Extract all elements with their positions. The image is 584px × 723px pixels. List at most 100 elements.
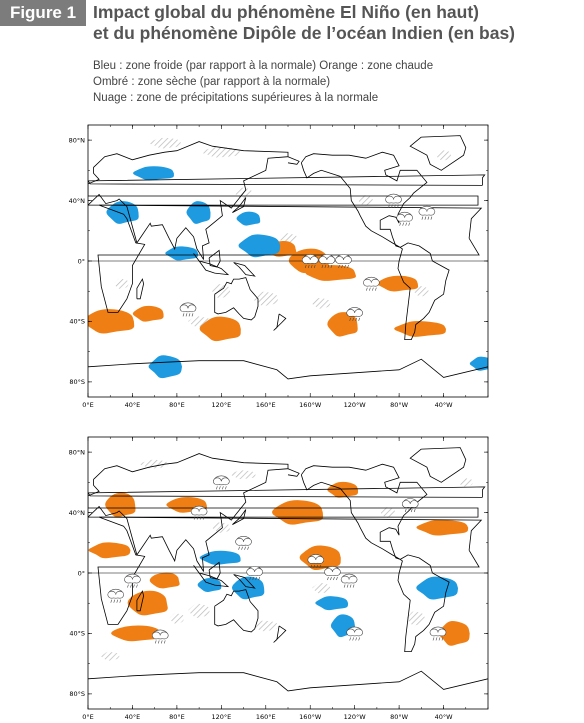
lon-tick-label: 40°E [125, 401, 141, 409]
lat-tick-label: 80°S [69, 690, 85, 698]
cold-zone [315, 596, 349, 611]
coastline [233, 574, 256, 589]
lat-tick-label: 40°S [69, 630, 85, 638]
coastline [88, 670, 488, 692]
warm-zone [416, 519, 469, 536]
dry-zone [358, 195, 373, 206]
warm-zone [127, 590, 168, 616]
warm-zone [327, 481, 359, 498]
cold-zone [148, 355, 182, 379]
lat-tick-label: 40°S [69, 318, 85, 326]
coastline [88, 486, 486, 498]
lat-tick-label: 80°N [69, 448, 86, 456]
warm-zone [111, 625, 162, 642]
dry-zone [169, 613, 185, 624]
dry-zone [414, 285, 429, 297]
cold-zone [197, 578, 222, 593]
lon-tick-label: 120°E [211, 713, 231, 721]
coastline [88, 174, 486, 186]
legend-line-wet: Nuage : zone de précipitations supérieur… [93, 92, 379, 104]
warm-zone [438, 621, 470, 646]
coastline [208, 561, 221, 580]
warm-zone [132, 305, 164, 322]
cold-zone [133, 166, 174, 181]
coastline [409, 447, 467, 483]
lat-tick-label: 40°N [69, 509, 86, 517]
coastline [300, 463, 428, 560]
warm-zone [305, 265, 356, 281]
lon-tick-label: 160°W [299, 713, 322, 721]
lon-tick-label: 160°W [299, 401, 322, 409]
lon-tick-label: 40°E [125, 713, 141, 721]
cold-zone [469, 356, 488, 371]
dry-zone [436, 149, 451, 161]
coastline [214, 589, 259, 633]
coastline [208, 249, 221, 268]
cold-zone [186, 201, 211, 224]
legend-text: Bleu : zone froide (par rapport à la nor… [93, 58, 433, 106]
coastline [397, 242, 450, 340]
coastline [193, 253, 230, 276]
dry-zone [201, 146, 241, 158]
legend-line-dry: Ombré : zone sèche (par rapport à la nor… [93, 76, 331, 88]
lon-tick-label: 80°E [169, 713, 185, 721]
warm-zone [105, 492, 136, 518]
lon-tick-label: 0°E [82, 401, 94, 409]
dry-zone [212, 522, 230, 533]
dry-zone [312, 298, 331, 309]
lon-tick-label: 120°W [344, 401, 367, 409]
warm-zone [199, 316, 241, 342]
map-indian-ocean-dipole: 80°N 40°N 0° 40°S 80°S 0°E 40°E 80°E 120°E 160°E 1… [69, 436, 489, 721]
lon-tick-label: 80°E [169, 401, 185, 409]
coastline [232, 509, 247, 525]
coastline [397, 554, 450, 652]
coastline [88, 453, 479, 572]
lon-tick-label: 40°W [435, 713, 454, 721]
coastline [273, 313, 287, 331]
lon-tick-label: 80°W [390, 401, 409, 409]
warm-zone [149, 572, 180, 589]
lon-tick-label: 160°E [256, 713, 276, 721]
cold-zone [165, 246, 199, 261]
coastline [136, 278, 145, 300]
coastline [287, 468, 300, 477]
dry-zone [101, 651, 120, 661]
cold-zone [199, 550, 241, 565]
legend-line-cold-warm: Bleu : zone froide (par rapport à la nor… [93, 60, 434, 72]
coastline [232, 197, 247, 213]
figure-title: Impact global du phénomène El Niño (en h… [93, 2, 581, 44]
dry-zone [458, 477, 474, 487]
warm-zone [377, 275, 419, 292]
title-line-1: Impact global du phénomène El Niño (en h… [93, 2, 479, 22]
coastline [136, 590, 145, 612]
dry-zone [253, 291, 279, 306]
dry-zone [114, 278, 129, 289]
coastline [409, 135, 467, 171]
lon-tick-label: 80°W [390, 713, 409, 721]
dry-zone [380, 507, 396, 518]
coastline [88, 358, 488, 380]
lat-tick-label: 0° [78, 257, 85, 265]
dry-zone [253, 620, 279, 632]
coastline [233, 262, 256, 277]
coastline [88, 141, 479, 260]
cold-zone [236, 211, 261, 226]
lon-tick-label: 120°W [344, 713, 367, 721]
figure-badge: Figure 1 [0, 0, 86, 26]
lat-tick-label: 80°S [69, 378, 85, 386]
warm-zone [394, 321, 446, 337]
coastline [300, 151, 428, 248]
map-el-nino: 80°N 40°N 0° 40°S 80°S 0°E 40°E 80°E 120°E 160°E 1… [69, 124, 489, 409]
warm-zone [327, 312, 358, 337]
dry-zone [312, 582, 331, 594]
coastline [214, 277, 259, 321]
dry-zone [406, 611, 425, 626]
coastline [97, 204, 483, 313]
title-line-2: et du phénomène Dipôle de l’océan Indien… [93, 23, 515, 43]
cold-zone [238, 234, 281, 258]
lat-tick-label: 40°N [69, 197, 86, 205]
dry-zone [149, 137, 181, 149]
coastline [273, 625, 287, 643]
lon-tick-label: 120°E [211, 401, 231, 409]
